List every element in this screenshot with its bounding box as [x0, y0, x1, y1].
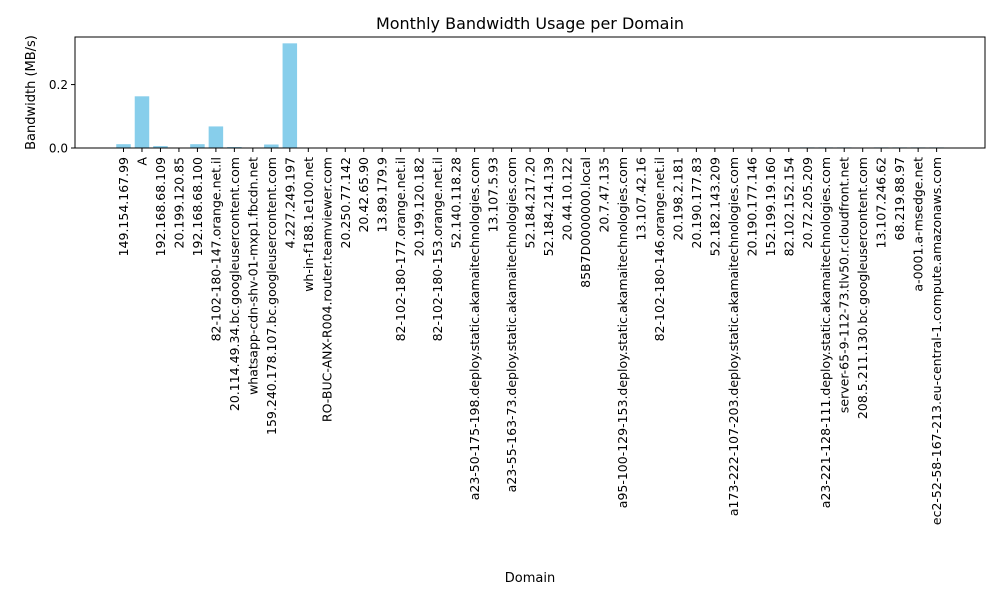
x-tick-label: a23-55-163-73.deploy.static.akamaitechno…	[504, 157, 519, 492]
bar	[153, 146, 168, 148]
y-axis: 0.0 0.2	[49, 78, 75, 156]
x-tick-label: 20.44.10.122	[560, 157, 575, 241]
x-tick-label: 20.7.47.135	[596, 157, 611, 233]
bars-group	[116, 43, 944, 149]
x-tick-label: a-0001.a-msedge.net	[911, 157, 926, 292]
x-tick-label: 20.190.177.83	[689, 157, 704, 248]
x-tick-label: 20.42.65.90	[356, 157, 371, 233]
x-tick-label: 82-102-180-153.orange.net.il	[430, 157, 445, 341]
x-tick-label: whatsapp-cdn-shv-01-mxp1.fbcdn.net	[245, 157, 260, 395]
x-tick-label: a23-221-128-111.deploy.static.akamaitech…	[818, 157, 833, 508]
x-tick-label: 159.240.178.107.bc.googleusercontent.com	[264, 157, 279, 435]
bar	[282, 43, 298, 149]
x-tick-label: wh-in-f188.1e100.net	[301, 157, 316, 292]
bar	[134, 96, 150, 148]
x-tick-label: 52.184.214.139	[541, 157, 556, 256]
bar	[116, 144, 131, 148]
x-tick-label: 68.219.88.97	[892, 157, 907, 241]
x-tick-label: 192.168.68.109	[153, 157, 168, 256]
x-tick-label: 20.199.120.182	[412, 157, 427, 256]
x-tick-label: 13.107.246.62	[874, 157, 889, 248]
x-tick-label: 82-102-180-146.orange.net.il	[652, 157, 667, 341]
x-tick-label: 152.199.19.160	[763, 157, 778, 256]
x-tick-label: a95-100-129-153.deploy.static.akamaitech…	[615, 157, 630, 508]
x-tick-label: 149.154.167.99	[116, 157, 131, 256]
x-tick-label: ec2-52-58-167-213.eu-central-1.compute.a…	[929, 157, 944, 525]
x-tick-label: 13.107.42.16	[633, 157, 648, 241]
x-tick-label: 85B7D0000000.local	[578, 157, 593, 288]
x-tick-label: 4.227.249.197	[282, 157, 297, 248]
bar	[190, 144, 205, 148]
x-tick-label: 192.168.68.100	[190, 157, 205, 256]
x-tick-label: 82.102.152.154	[781, 157, 796, 256]
x-tick-label: a173-222-107-203.deploy.static.akamaitec…	[726, 157, 741, 516]
x-tick-label: server-65-9-112-73.tlv50.r.cloudfront.ne…	[837, 157, 852, 413]
x-tick-label: RO-BUC-ANX-R004.router.teamviewer.com	[319, 157, 334, 422]
x-tick-label: 20.199.120.85	[171, 157, 186, 248]
x-tick-label: 52.140.118.28	[449, 157, 464, 248]
y-tick-label: 0.2	[49, 78, 68, 92]
x-axis: 149.154.167.99 A 192.168.68.109 20.199.120.…	[116, 148, 944, 525]
bar	[208, 126, 224, 148]
x-tick-label: 13.107.5.93	[486, 157, 501, 233]
chart-title: Monthly Bandwidth Usage per Domain	[376, 14, 684, 33]
x-tick-label: a23-50-175-198.deploy.static.akamaitechn…	[467, 157, 482, 500]
bar	[264, 144, 279, 148]
x-tick-label: 208.5.211.130.bc.googleusercontent.com	[855, 157, 870, 419]
y-tick-label: 0.0	[49, 142, 68, 156]
x-tick-label: 52.182.143.209	[707, 157, 722, 256]
x-tick-label: A	[134, 157, 149, 166]
x-tick-label: 20.198.2.181	[670, 157, 685, 241]
x-tick-label: 20.250.77.142	[338, 157, 353, 248]
x-tick-label: 82-102-180-177.orange.net.il	[393, 157, 408, 341]
x-tick-label: 13.89.179.9	[375, 157, 390, 233]
x-tick-label: 52.184.217.20	[523, 157, 538, 248]
x-tick-label: 20.190.177.146	[744, 157, 759, 256]
x-tick-label: 20.114.49.34.bc.googleusercontent.com	[227, 157, 242, 411]
x-axis-label: Domain	[505, 571, 555, 586]
x-tick-label: 20.72.205.209	[800, 157, 815, 248]
x-tick-label: 82-102-180-147.orange.net.il	[208, 157, 223, 341]
y-axis-label: Bandwidth (MB/s)	[24, 35, 39, 150]
